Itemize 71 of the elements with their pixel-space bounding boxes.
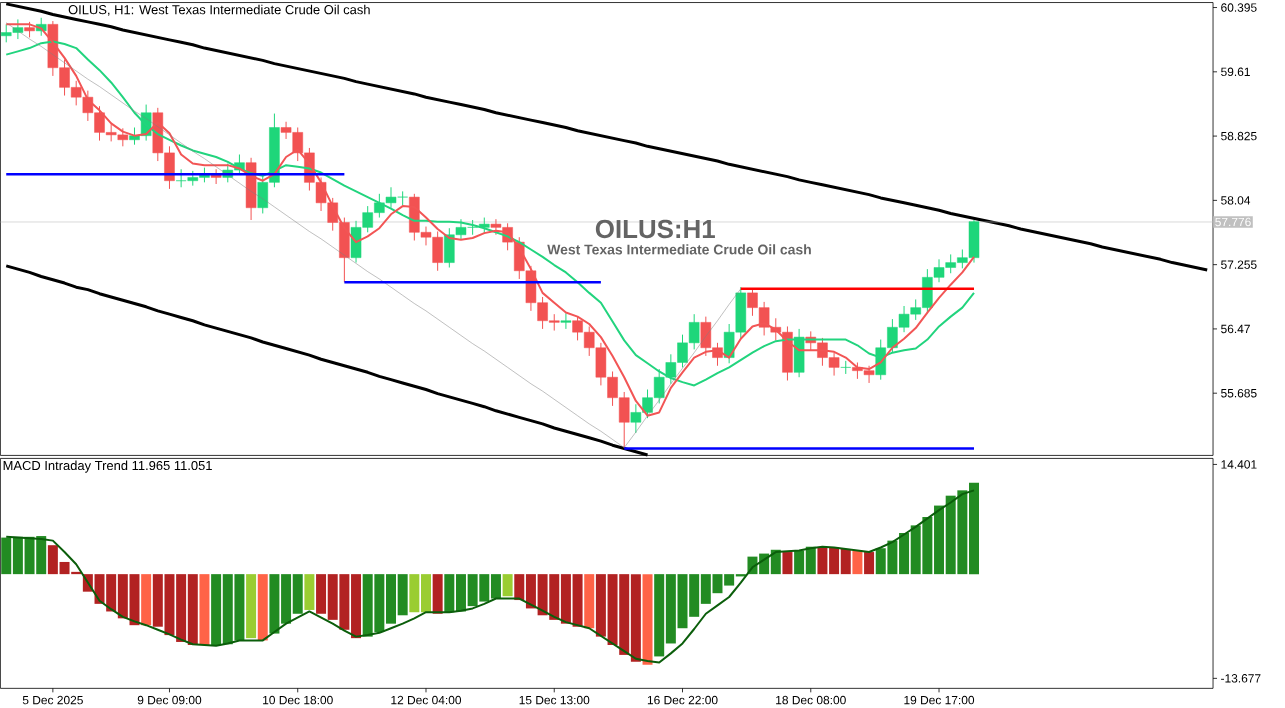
y-tick-label: 14.401 [1221,460,1257,469]
bar [595,573,606,637]
bar [525,573,536,609]
x-tick-label: 5 Dec 2025 [22,695,83,705]
x-tick-label: 9 Dec 09:00 [137,695,202,705]
bar [47,545,58,574]
y-tick-label: 60.395 [1221,3,1257,12]
bar [829,547,840,574]
bar [211,573,222,645]
bar [899,532,910,574]
bar [397,573,408,616]
bar [386,573,397,624]
bar [969,482,980,574]
bar [794,550,805,574]
bar [281,573,292,624]
bar [444,573,455,613]
chart-title: OILUS, H1: West Texas Intermediate Crude Oil cash [68,4,370,16]
bar [934,505,945,574]
bar [292,573,303,614]
bar [560,573,571,624]
bar [455,573,466,612]
bar [304,573,315,610]
bar [257,573,268,641]
bar [642,573,653,665]
ref-line-label: 57.776 [1215,217,1251,227]
y-tick-label: 58.04 [1221,195,1251,205]
x-tick-label: 10 Dec 18:00 [263,695,333,705]
bar [176,573,187,642]
y-tick-label: -13.677 [1221,673,1261,683]
bar [246,573,257,638]
bar [199,573,210,645]
y-tick-label: 58.825 [1221,131,1257,141]
y-tick-label: 56.47 [1221,324,1250,333]
bar [1,537,12,574]
x-tick-label: 18 Dec 08:00 [776,695,846,705]
bar [770,549,781,574]
chart-title: MACD Intraday Trend 11.965 11.051 [3,460,212,473]
bar [269,573,280,634]
y-tick-label: 59.61 [1221,67,1250,76]
y-tick-label: 55.685 [1221,388,1257,398]
bar [584,573,595,629]
y-tick-label: 57.255 [1221,260,1257,269]
candlestick [560,312,572,330]
bar [724,573,735,586]
bar [782,551,793,574]
bar [572,573,583,627]
bar [502,573,513,597]
bar [409,573,420,613]
bar [630,573,641,662]
candlestick [840,360,852,375]
x-tick-label: 16 Dec 22:00 [647,695,718,705]
bar [665,573,676,644]
bar [852,550,863,574]
x-tick-label: 12 Dec 04:00 [391,695,462,705]
bar [12,536,23,574]
x-tick-label: 19 Dec 17:00 [904,695,975,705]
bar [490,573,501,599]
bar [420,573,431,613]
bar [432,573,443,614]
bar [840,548,851,574]
bar [187,573,198,645]
bar [817,547,828,574]
bar [514,573,525,600]
x-tick-label: 15 Dec 13:00 [519,695,590,705]
bar [316,573,327,614]
annotation: West Texas Intermediate Crude Oil cash [547,244,811,255]
annotation: OILUS:H1 [595,219,715,238]
bar [654,573,665,657]
bar [864,551,875,574]
bar [141,573,152,626]
bar [351,573,362,638]
